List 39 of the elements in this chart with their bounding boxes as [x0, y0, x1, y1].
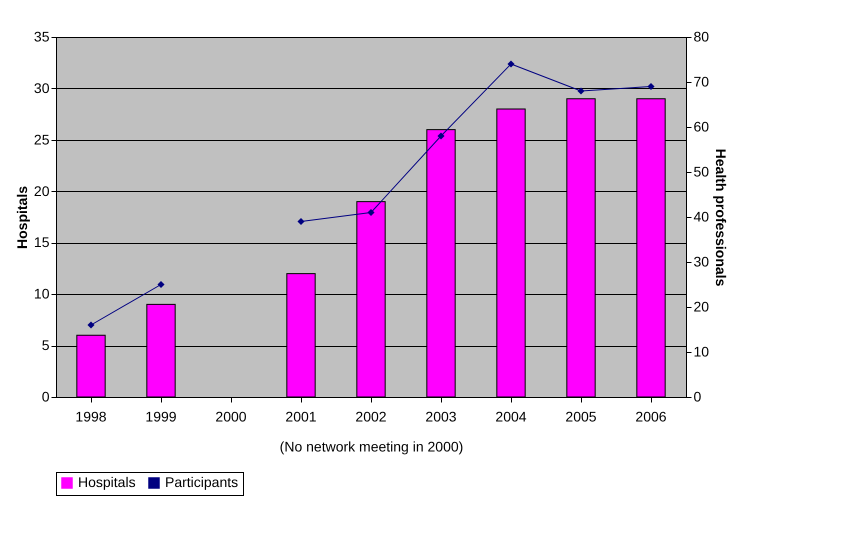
y2-tick-label: 70	[694, 74, 710, 90]
y2-tick-label: 80	[694, 28, 710, 44]
point	[297, 218, 305, 226]
y-tick-label: 30	[34, 80, 50, 96]
point	[507, 60, 515, 68]
point	[647, 82, 655, 90]
x-tick-label: 2003	[425, 408, 457, 424]
y-tick-label: 20	[34, 182, 50, 199]
point	[157, 280, 165, 288]
y2-tick-label: 30	[694, 254, 710, 270]
y-axis-title: Hospitals	[14, 186, 30, 250]
y2-tick-label: 10	[694, 344, 710, 360]
x-tick-label: 2006	[635, 408, 667, 424]
y-tick-label: 0	[42, 388, 50, 404]
x-tick-label: 2004	[495, 408, 527, 424]
y-tick-label: 10	[34, 286, 50, 302]
x-tick-label: 2001	[285, 408, 317, 424]
point	[367, 208, 375, 216]
point	[87, 321, 95, 329]
x-tick-label: 2002	[355, 408, 387, 424]
legend-label: Participants	[165, 474, 238, 490]
point	[577, 87, 585, 95]
y-tick-label: 15	[34, 234, 50, 250]
y2-tick-label: 0	[694, 388, 702, 404]
y-tick-label: 35	[34, 28, 50, 44]
legend-label: Hospitals	[78, 474, 136, 490]
x-tick-label: 2005	[565, 408, 597, 424]
point	[437, 132, 445, 140]
x-axis-title: (No network meeting in 2000)	[280, 438, 464, 454]
x-tick-label: 2000	[215, 408, 247, 424]
y2-tick-label: 40	[694, 208, 710, 224]
y2-tick-label: 50	[694, 164, 710, 180]
y-tick-label: 5	[42, 337, 50, 354]
y2-tick-label: 20	[694, 298, 710, 314]
x-tick-label: 1998	[75, 408, 107, 424]
y2-axis-title: Health professionals	[713, 148, 730, 287]
x-tick-label: 1999	[145, 408, 177, 424]
y2-tick-label: 60	[694, 118, 710, 134]
y-tick-label: 25	[34, 131, 50, 148]
